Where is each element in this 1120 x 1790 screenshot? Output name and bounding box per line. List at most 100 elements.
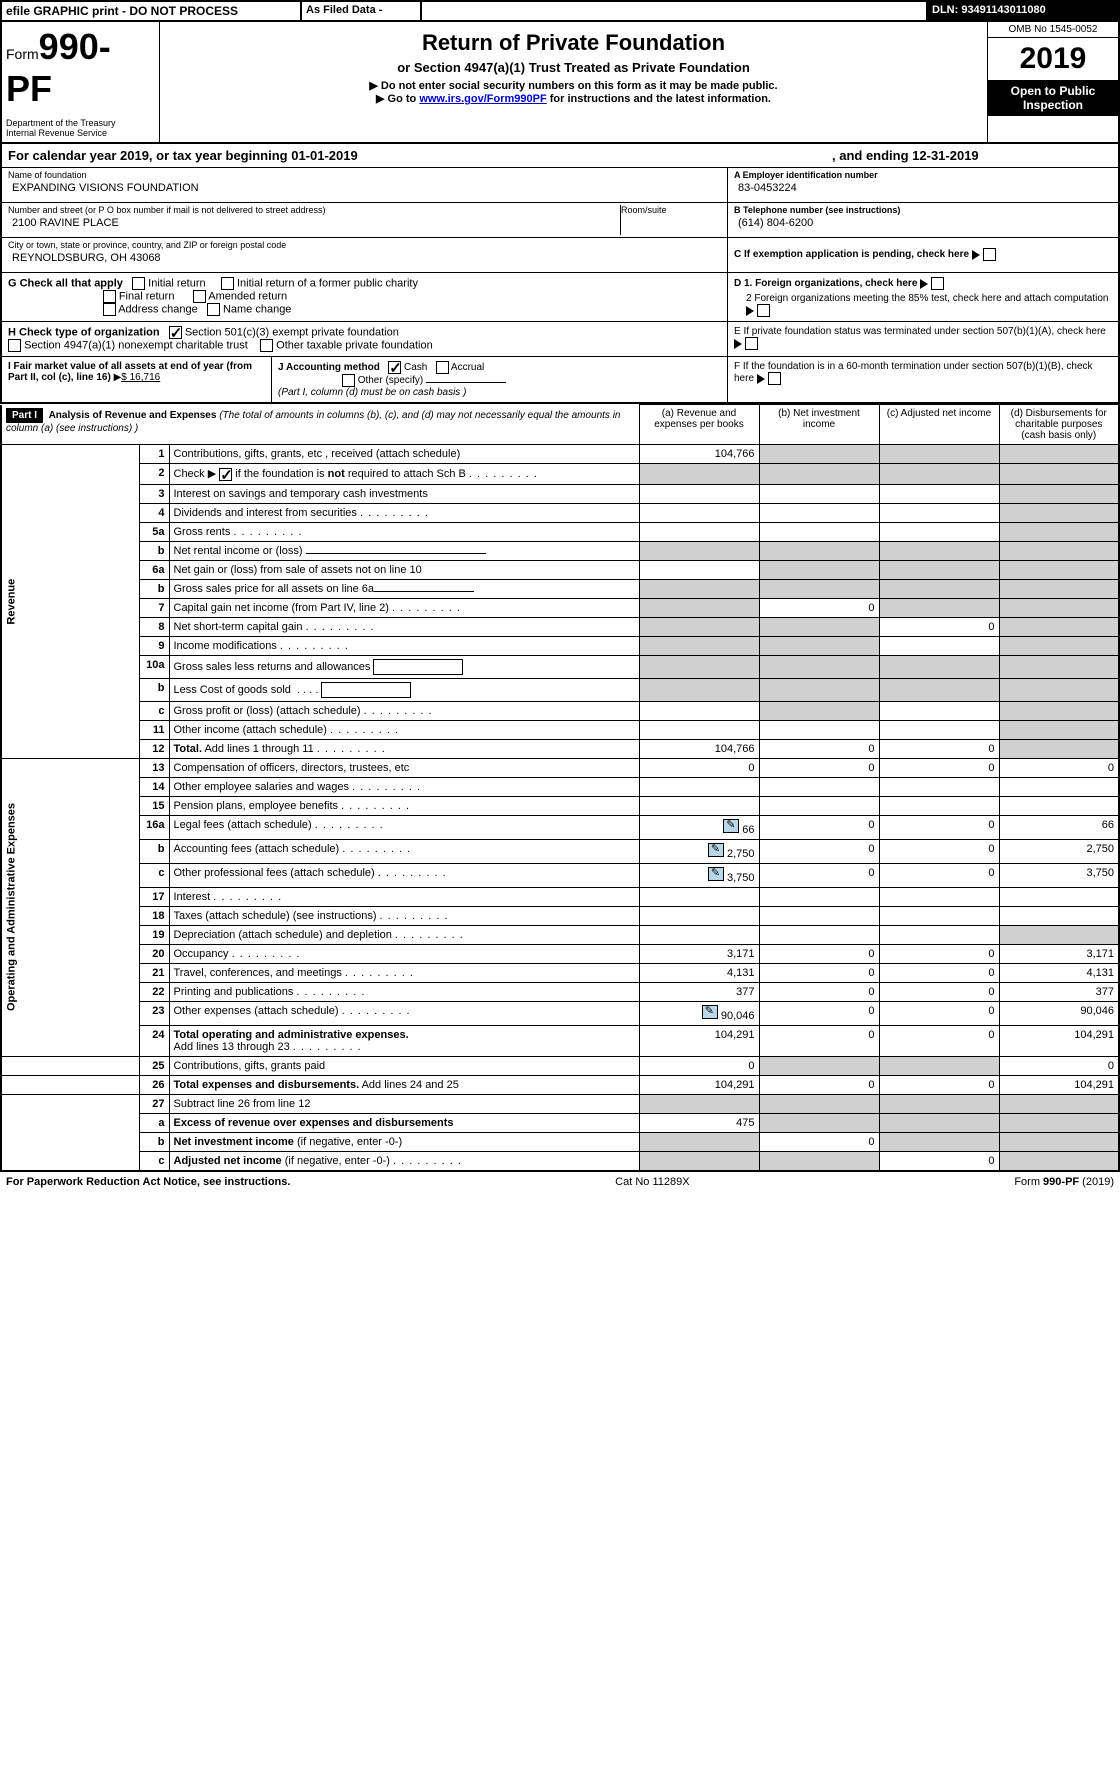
table-row: 2Check ▶ if the foundation is not requir… (1, 464, 1119, 485)
table-row: 26Total expenses and disbursements. Add … (1, 1075, 1119, 1094)
form-subtitle: or Section 4947(a)(1) Trust Treated as P… (168, 60, 979, 75)
dept-treasury: Department of the Treasury Internal Reve… (6, 118, 155, 138)
checkbox-f[interactable] (768, 372, 781, 385)
table-row: cAdjusted net income (if negative, enter… (1, 1151, 1119, 1171)
box-i: I Fair market value of all assets at end… (2, 357, 272, 402)
as-filed-data: As Filed Data - (302, 2, 422, 20)
table-row: cGross profit or (loss) (attach schedule… (1, 701, 1119, 720)
city-state-zip: REYNOLDSBURG, OH 43068 (8, 250, 721, 270)
row-h-e: H Check type of organization Section 501… (0, 322, 1120, 357)
part-i-label: Part I (6, 408, 43, 423)
open-to-public: Open to Public Inspection (988, 80, 1118, 116)
table-row: 17Interest (1, 887, 1119, 906)
table-row: 8Net short-term capital gain 0 (1, 617, 1119, 636)
phone-cell: B Telephone number (see instructions) (6… (728, 203, 1118, 238)
table-row: Revenue 1 Contributions, gifts, grants, … (1, 445, 1119, 464)
table-row: 9Income modifications (1, 636, 1119, 655)
arrow-icon (920, 279, 928, 289)
checkbox-c[interactable] (983, 248, 996, 261)
part-i-table: Part I Analysis of Revenue and Expenses … (0, 404, 1120, 1172)
checkbox-address-change[interactable] (103, 303, 116, 316)
cal-year-begin: For calendar year 2019, or tax year begi… (8, 148, 832, 163)
table-row: aExcess of revenue over expenses and dis… (1, 1113, 1119, 1132)
arrow-icon (734, 339, 742, 349)
box-d: D 1. Foreign organizations, check here 2… (728, 273, 1118, 322)
page-footer: For Paperwork Reduction Act Notice, see … (0, 1172, 1120, 1192)
efile-notice: efile GRAPHIC print - DO NOT PROCESS (2, 2, 302, 20)
box-e: E If private foundation status was termi… (728, 322, 1118, 357)
form-footer-id: Form 990-PF (2019) (1014, 1176, 1114, 1188)
part-i-title: Analysis of Revenue and Expenses (49, 410, 217, 421)
table-row: 4Dividends and interest from securities (1, 503, 1119, 522)
checkbox-initial-former[interactable] (221, 277, 234, 290)
checkbox-initial-return[interactable] (132, 277, 145, 290)
table-row: 6aNet gain or (loss) from sale of assets… (1, 560, 1119, 579)
table-row: bNet investment income (if negative, ent… (1, 1132, 1119, 1151)
box-h: H Check type of organization Section 501… (2, 322, 728, 357)
table-row: 16aLegal fees (attach schedule) 660066 (1, 815, 1119, 839)
col-c-header: (c) Adjusted net income (879, 405, 999, 445)
row-i-j-f: I Fair market value of all assets at end… (0, 357, 1120, 404)
tax-year: 2019 (988, 38, 1118, 80)
table-row: cOther professional fees (attach schedul… (1, 863, 1119, 887)
entity-info: Name of foundation EXPANDING VISIONS FOU… (0, 168, 1120, 273)
attachment-icon[interactable] (702, 1005, 718, 1019)
table-row: 7Capital gain net income (from Part IV, … (1, 598, 1119, 617)
table-row: 12Total. Add lines 1 through 11 104,7660… (1, 739, 1119, 758)
table-row: 27Subtract line 26 from line 12 (1, 1094, 1119, 1113)
form-title: Return of Private Foundation (168, 30, 979, 56)
box-g: G Check all that apply Initial return In… (2, 273, 728, 322)
checkbox-accrual[interactable] (436, 361, 449, 374)
irs-link[interactable]: www.irs.gov/Form990PF (419, 93, 546, 105)
expenses-side-label: Operating and Administrative Expenses (1, 758, 139, 1056)
col-a-header: (a) Revenue and expenses per books (639, 405, 759, 445)
calendar-year-row: For calendar year 2019, or tax year begi… (0, 144, 1120, 168)
omb-number: OMB No 1545-0052 (988, 22, 1118, 38)
checkbox-other-method[interactable] (342, 374, 355, 387)
foundation-name-cell: Name of foundation EXPANDING VISIONS FOU… (2, 168, 727, 203)
table-row: bGross sales price for all assets on lin… (1, 579, 1119, 598)
table-row: Operating and Administrative Expenses 13… (1, 758, 1119, 777)
checkbox-name-change[interactable] (207, 303, 220, 316)
r1-a: 104,766 (639, 445, 759, 464)
checkbox-other-taxable[interactable] (260, 339, 273, 352)
form-header: Form990-PF Department of the Treasury In… (0, 22, 1120, 144)
checkbox-amended[interactable] (193, 290, 206, 303)
table-row: 24Total operating and administrative exp… (1, 1025, 1119, 1056)
checkbox-final-return[interactable] (103, 290, 116, 303)
form-prefix: Form (6, 46, 39, 62)
table-row: 23Other expenses (attach schedule) 90,04… (1, 1001, 1119, 1025)
attachment-icon[interactable] (708, 867, 724, 881)
attachment-icon[interactable] (708, 843, 724, 857)
checkbox-501c3[interactable] (169, 326, 182, 339)
dln-number: DLN: 93491143011080 (928, 2, 1118, 20)
revenue-side-label: Revenue (1, 445, 139, 759)
checkbox-e[interactable] (745, 337, 758, 350)
efile-topbar: efile GRAPHIC print - DO NOT PROCESS As … (0, 0, 1120, 22)
box-j: J Accounting method Cash Accrual Other (… (272, 357, 728, 402)
arrow-icon (757, 374, 765, 384)
fmv-value: $ 16,716 (121, 372, 160, 383)
checkbox-sch-b[interactable] (219, 468, 232, 481)
table-row: bAccounting fees (attach schedule) 2,750… (1, 839, 1119, 863)
checkbox-cash[interactable] (388, 361, 401, 374)
checkbox-d2[interactable] (757, 304, 770, 317)
row-g-d: G Check all that apply Initial return In… (0, 273, 1120, 322)
table-row: bLess Cost of goods sold . . . . (1, 678, 1119, 701)
form-id-box: Form990-PF Department of the Treasury In… (2, 22, 160, 142)
paperwork-notice: For Paperwork Reduction Act Notice, see … (6, 1176, 290, 1188)
phone-value: (614) 804-6200 (734, 215, 1112, 235)
ein-cell: A Employer identification number 83-0453… (728, 168, 1118, 203)
ein-value: 83-0453224 (734, 180, 1112, 200)
irs-link-line: ▶ Go to www.irs.gov/Form990PF for instru… (168, 92, 979, 105)
table-row: bNet rental income or (loss) (1, 541, 1119, 560)
header-center: Return of Private Foundation or Section … (160, 22, 988, 142)
attachment-icon[interactable] (723, 819, 739, 833)
address-row: Number and street (or P O box number if … (2, 203, 727, 238)
foundation-name: EXPANDING VISIONS FOUNDATION (8, 180, 721, 200)
city-cell: City or town, state or province, country… (2, 238, 727, 272)
arrow-icon (972, 250, 980, 260)
table-row: 11Other income (attach schedule) (1, 720, 1119, 739)
checkbox-d1[interactable] (931, 277, 944, 290)
checkbox-4947a1[interactable] (8, 339, 21, 352)
